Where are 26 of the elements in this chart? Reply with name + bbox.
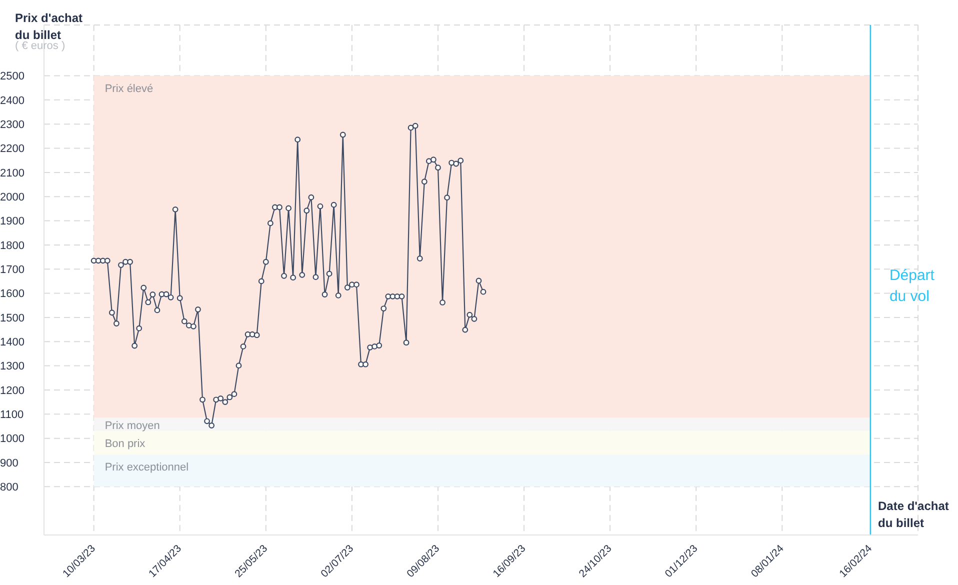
y-tick-label: 900: [0, 457, 18, 470]
y-tick-label: 1400: [0, 336, 24, 349]
annotation: ( € euros ): [15, 40, 66, 52]
y-axis-title: Prix d'achat du billet: [15, 10, 84, 42]
x-axis-title: Date d'achat du billet: [878, 498, 950, 532]
y-tick-label: 1800: [0, 240, 24, 252]
y-tick-label: 1900: [0, 216, 24, 228]
y-tick-label: 1000: [0, 433, 24, 446]
y-tick-label: 800: [0, 482, 18, 494]
y-tick-label: 2100: [0, 167, 24, 180]
y-tick-label: 2400: [0, 94, 24, 107]
band-label: Prix moyen: [104, 420, 160, 432]
y-tick-label: 1300: [0, 360, 24, 373]
y-tick-label: 1500: [0, 312, 24, 324]
y-tick-label: 2300: [0, 119, 24, 132]
y-tick-label: 1100: [0, 409, 24, 422]
y-tick-label: 2000: [0, 192, 24, 204]
band-label: Prix exceptionnel: [104, 462, 189, 474]
ref-line-label: Départ du vol: [889, 267, 936, 305]
band-label: Prix élevé: [104, 82, 154, 95]
band-label: Bon prix: [104, 438, 146, 450]
y-tick-label: 2200: [0, 143, 24, 156]
y-tick-label: 1700: [0, 264, 24, 276]
y-tick-label: 1600: [0, 288, 24, 300]
y-tick-label: 1200: [0, 384, 24, 397]
y-tick-label: 2500: [0, 70, 24, 83]
